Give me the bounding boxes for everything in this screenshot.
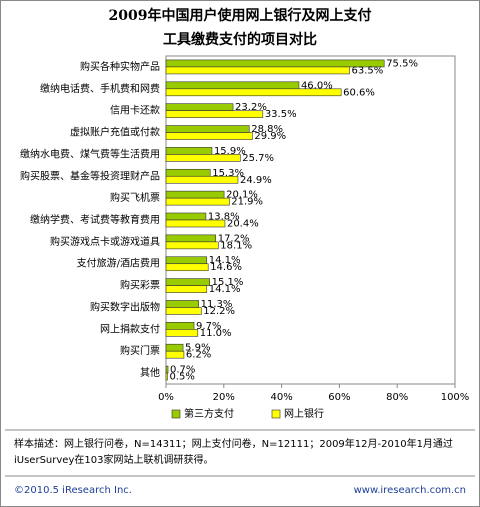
bar xyxy=(165,256,208,265)
value-label: 13.8% xyxy=(208,212,240,223)
value-label: 25.7% xyxy=(242,153,274,164)
y-tick-label: 购买各种实物产品 xyxy=(80,60,160,73)
bar xyxy=(165,154,241,162)
bar xyxy=(165,307,202,315)
legend-label: 第三方支付 xyxy=(184,407,234,420)
bar xyxy=(165,190,225,199)
value-label: 24.9% xyxy=(240,175,272,186)
y-tick-label: 其他 xyxy=(140,366,160,379)
bar xyxy=(165,66,350,75)
y-tick-label: 购买门票 xyxy=(120,344,160,357)
chart-title: 工具缴费支付的项目对比 xyxy=(163,31,317,48)
y-tick-label: 购买股票、基金等投资理财产品 xyxy=(20,169,160,182)
value-label: 20.1% xyxy=(226,190,258,201)
value-label: 0.5% xyxy=(169,372,194,383)
value-label: 12.2% xyxy=(203,306,235,317)
value-label: 6.2% xyxy=(186,350,211,361)
value-label: 46.0% xyxy=(301,80,333,91)
y-tick-label: 购买彩票 xyxy=(120,279,160,292)
bar xyxy=(165,285,208,293)
value-label: 60.6% xyxy=(343,87,375,98)
bar xyxy=(165,175,239,184)
y-tick-label: 缴纳电话费、手机费和网费 xyxy=(40,82,160,95)
value-label: 15.1% xyxy=(212,277,244,288)
x-tick-label: 20% xyxy=(213,392,235,403)
value-label: 17.2% xyxy=(218,233,250,244)
value-label: 14.1% xyxy=(209,284,241,295)
bar xyxy=(165,300,199,308)
value-label: 11.3% xyxy=(201,299,233,310)
y-tick-label: 购买飞机票 xyxy=(110,191,160,204)
value-label: 75.5% xyxy=(386,58,418,69)
note: iUserSurvey在103家网站上联机调研获得。 xyxy=(14,453,213,466)
value-label: 63.5% xyxy=(352,65,384,76)
bar xyxy=(165,81,300,90)
value-label: 9.7% xyxy=(196,321,221,332)
x-tick-label: 0% xyxy=(158,392,174,403)
bar xyxy=(165,365,169,374)
y-tick-label: 购买数字出版物 xyxy=(90,300,160,313)
value-label: 18.1% xyxy=(220,240,252,251)
bar xyxy=(165,103,234,111)
value-label: 20.4% xyxy=(227,219,259,230)
bar xyxy=(165,343,184,352)
bar xyxy=(165,168,211,177)
y-tick-label: 信用卡还款 xyxy=(110,104,160,117)
x-tick-label: 80% xyxy=(386,392,408,403)
x-tick-label: 100% xyxy=(441,392,470,403)
value-label: 15.3% xyxy=(212,168,244,179)
legend-label: 网上银行 xyxy=(284,407,324,420)
footer-left: ©2010.5 iResearch Inc. xyxy=(14,485,132,496)
y-tick-label: 缴纳水电费、煤气费等生活费用 xyxy=(20,147,160,160)
value-label: 14.6% xyxy=(210,262,242,273)
bar xyxy=(165,147,213,155)
bar xyxy=(165,372,168,381)
value-label: 23.2% xyxy=(235,102,267,113)
y-tick-label: 网上捐款支付 xyxy=(100,322,160,335)
value-label: 15.9% xyxy=(214,146,246,157)
bar xyxy=(165,132,253,140)
y-tick-label: 购买游戏点卡或游戏道具 xyxy=(50,235,160,248)
chart-title: 2009年中国用户使用网上银行及网上支付 xyxy=(109,7,372,24)
bar xyxy=(165,350,185,359)
value-label: 5.9% xyxy=(185,343,210,354)
legend-swatch xyxy=(171,409,181,419)
footer-right: www.iresearch.com.cn xyxy=(354,485,466,496)
bar xyxy=(165,278,210,286)
bar xyxy=(165,329,199,337)
bar xyxy=(165,219,226,228)
value-label: 33.5% xyxy=(265,109,297,120)
y-tick-label: 虚拟账户充值或付款 xyxy=(70,126,160,139)
y-tick-label: 支付旅游/酒店费用 xyxy=(77,257,160,270)
bar xyxy=(165,263,209,272)
legend-swatch xyxy=(271,409,281,419)
value-label: 11.0% xyxy=(200,328,232,339)
bar xyxy=(165,110,264,118)
bar xyxy=(165,234,217,243)
x-tick-label: 60% xyxy=(328,392,350,403)
value-label: 0.7% xyxy=(170,365,195,376)
note: 样本描述：网上银行问卷，N=14311；网上支付问卷，N=12111；2009年… xyxy=(14,437,453,450)
value-label: 28.8% xyxy=(251,124,283,135)
bar xyxy=(165,322,195,330)
bar xyxy=(165,88,342,97)
bar xyxy=(165,241,219,250)
x-tick-label: 40% xyxy=(270,392,292,403)
y-tick-label: 缴纳学费、考试费等教育费用 xyxy=(30,213,160,226)
value-label: 21.9% xyxy=(231,197,263,208)
bar xyxy=(165,125,250,133)
bar xyxy=(165,212,207,221)
value-label: 14.1% xyxy=(209,255,241,266)
bar xyxy=(165,197,230,206)
value-label: 29.9% xyxy=(254,131,286,142)
